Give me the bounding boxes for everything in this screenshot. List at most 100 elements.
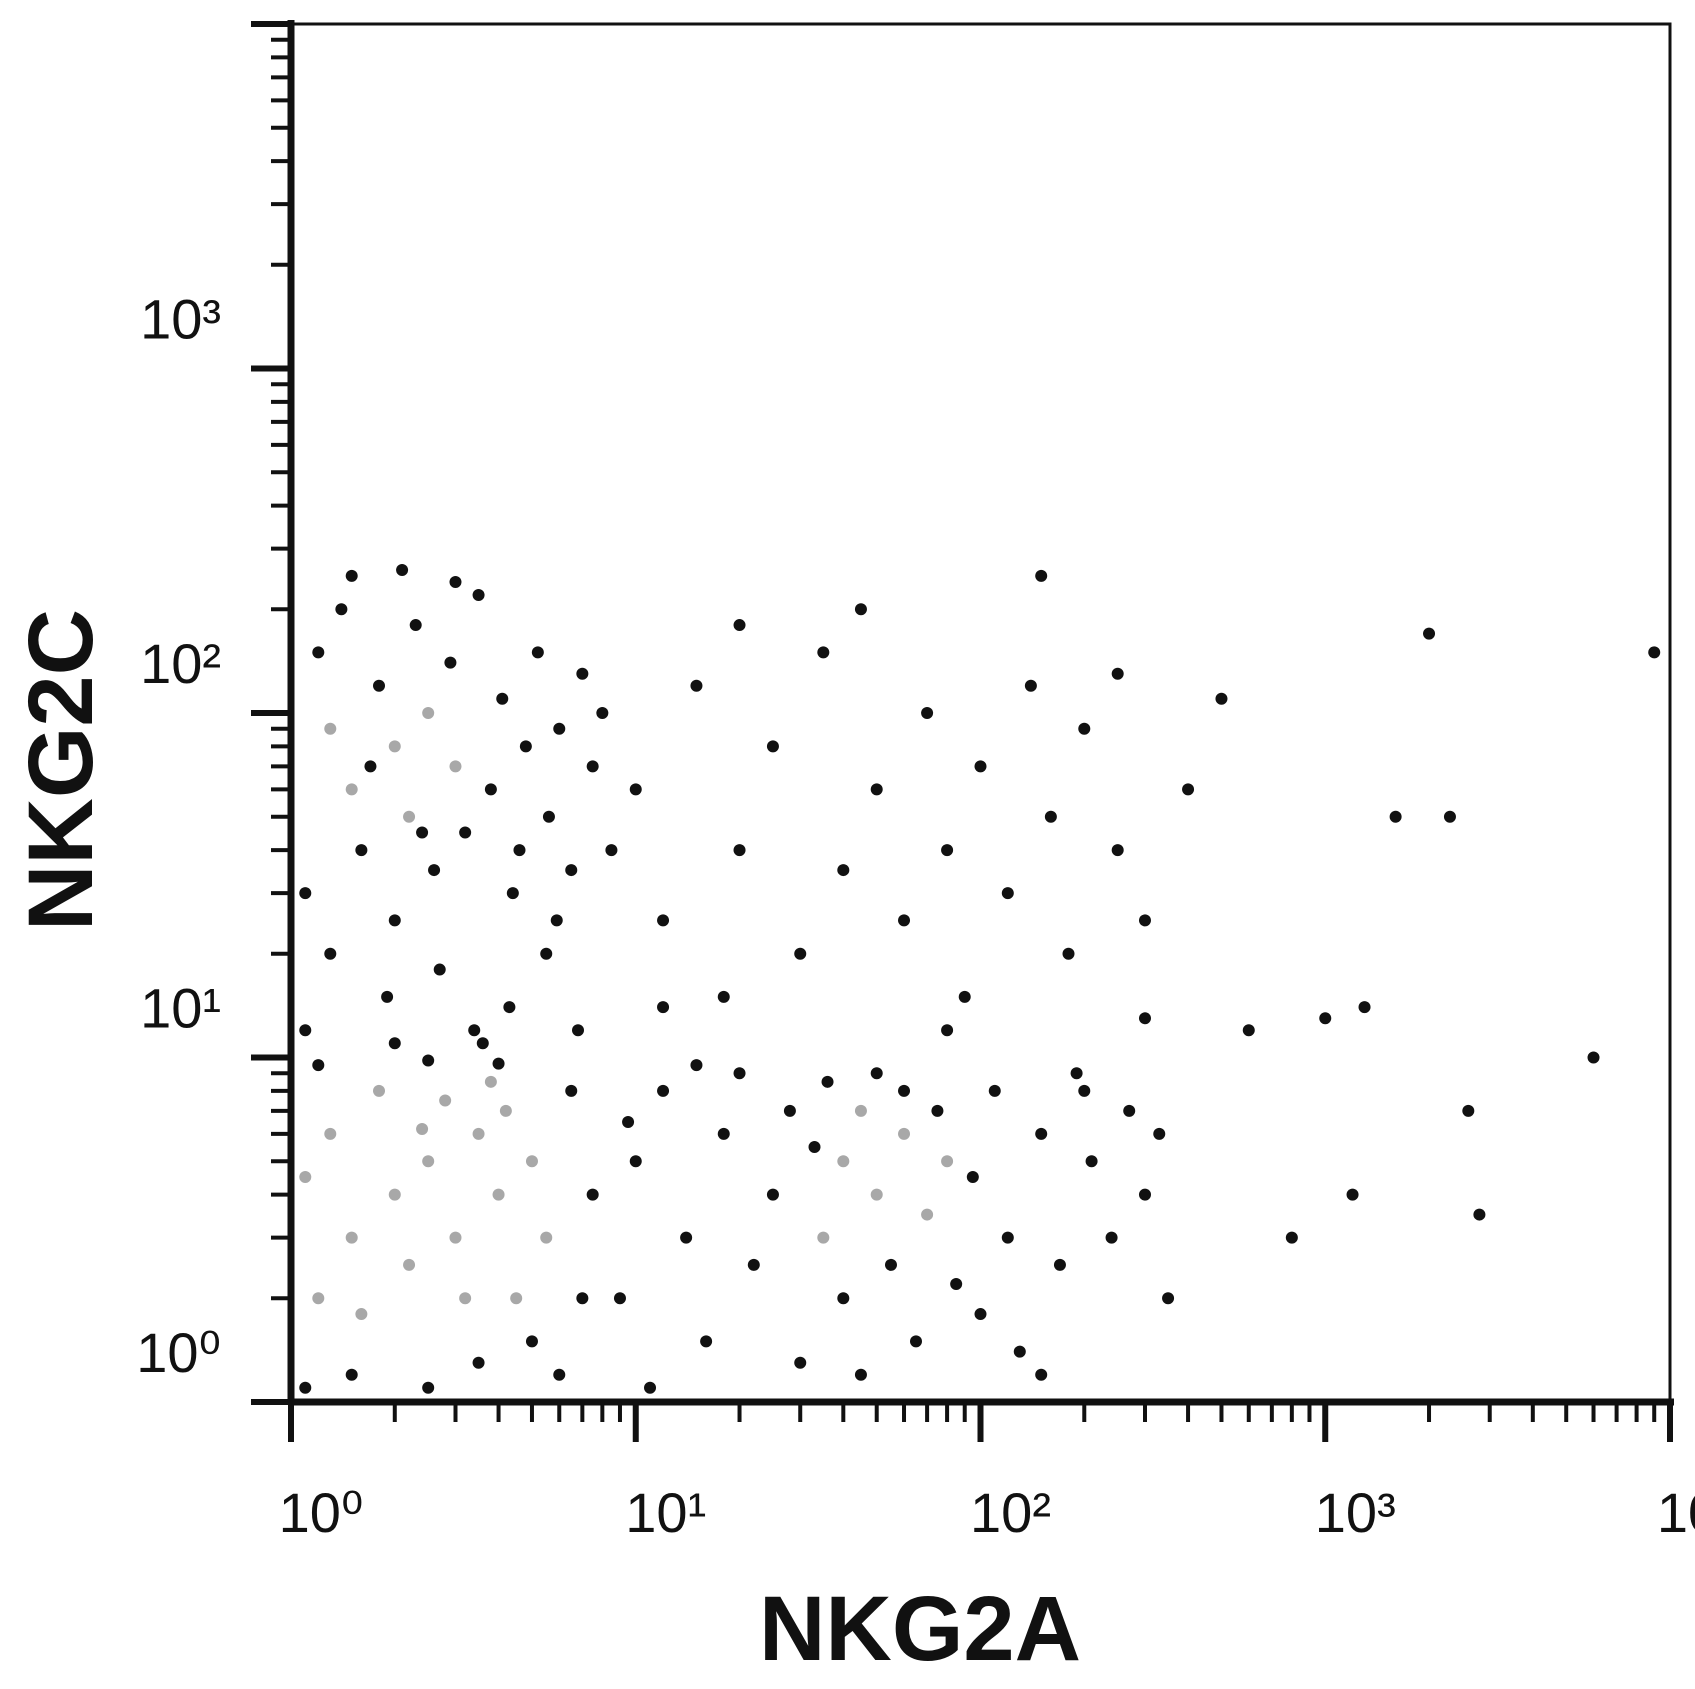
point <box>1001 887 1014 900</box>
point <box>747 1258 760 1271</box>
point <box>503 1001 516 1014</box>
point <box>808 1140 821 1153</box>
point <box>388 914 401 927</box>
point <box>1013 1345 1026 1358</box>
point <box>854 1368 867 1381</box>
point <box>472 1127 485 1140</box>
point <box>553 722 566 735</box>
point <box>335 603 348 616</box>
point <box>403 810 416 823</box>
point <box>422 1381 435 1394</box>
point <box>422 707 435 719</box>
point <box>416 1123 429 1136</box>
point <box>910 1335 923 1348</box>
point <box>1035 569 1048 582</box>
point <box>459 1292 472 1305</box>
point <box>553 1368 566 1381</box>
point <box>1044 810 1057 823</box>
y-tick-label: 10⁰ <box>136 1321 221 1384</box>
point <box>499 1104 512 1117</box>
point <box>506 887 519 900</box>
point <box>870 1067 883 1080</box>
point <box>468 1024 481 1037</box>
point <box>931 1104 944 1117</box>
point <box>1062 947 1075 960</box>
point <box>472 1356 485 1369</box>
point <box>444 656 457 669</box>
point <box>312 1292 325 1305</box>
point <box>1285 1231 1298 1244</box>
point <box>783 1104 796 1117</box>
point <box>449 760 462 773</box>
point <box>958 990 971 1003</box>
point <box>870 1188 883 1201</box>
point <box>299 887 312 900</box>
x-tick-label: 10⁴ <box>1657 1481 1695 1544</box>
point <box>355 844 368 857</box>
point <box>1389 810 1402 823</box>
point <box>525 1335 538 1348</box>
point <box>898 1127 911 1140</box>
point <box>1053 1258 1066 1271</box>
point <box>388 1037 401 1050</box>
point <box>717 990 730 1003</box>
point <box>613 1292 626 1305</box>
point <box>700 1335 713 1348</box>
point <box>416 826 429 839</box>
point <box>496 692 509 705</box>
point <box>1319 1012 1332 1025</box>
point <box>449 1231 462 1244</box>
point <box>540 947 553 960</box>
point <box>837 1155 850 1168</box>
point <box>345 1368 358 1381</box>
point <box>345 1231 358 1244</box>
point <box>921 1208 934 1221</box>
point <box>1162 1292 1175 1305</box>
point <box>403 1258 416 1271</box>
point <box>299 1170 312 1183</box>
point <box>364 760 377 773</box>
point <box>1105 1231 1118 1244</box>
point <box>513 844 526 857</box>
point <box>510 1292 523 1305</box>
point <box>439 1094 452 1107</box>
point <box>717 1127 730 1140</box>
point <box>1078 722 1091 735</box>
point <box>657 1084 670 1097</box>
point <box>794 947 807 960</box>
point <box>657 914 670 927</box>
point <box>596 707 609 719</box>
point <box>586 760 599 773</box>
point <box>1358 1001 1371 1014</box>
point <box>355 1308 368 1321</box>
y-tick-label: 10¹ <box>140 977 221 1040</box>
point <box>484 783 497 796</box>
point <box>299 1381 312 1394</box>
point <box>733 844 746 857</box>
point <box>1111 844 1124 857</box>
x-tick-label: 10³ <box>1315 1481 1396 1544</box>
point <box>1462 1104 1475 1117</box>
point <box>576 667 589 680</box>
point <box>1024 679 1037 692</box>
point <box>974 760 987 773</box>
point <box>680 1231 693 1244</box>
point <box>629 1155 642 1168</box>
point <box>950 1278 963 1291</box>
point <box>1648 646 1661 659</box>
point <box>884 1258 897 1271</box>
point <box>690 679 703 692</box>
point <box>1138 914 1151 927</box>
point <box>988 1084 1001 1097</box>
point <box>550 914 563 927</box>
point <box>1587 1051 1600 1064</box>
point <box>898 914 911 927</box>
point <box>388 1188 401 1201</box>
point <box>409 619 422 632</box>
y-axis-title: NKG2C <box>10 609 112 931</box>
point <box>837 864 850 877</box>
point <box>644 1381 657 1394</box>
point <box>766 1188 779 1201</box>
point <box>1001 1231 1014 1244</box>
